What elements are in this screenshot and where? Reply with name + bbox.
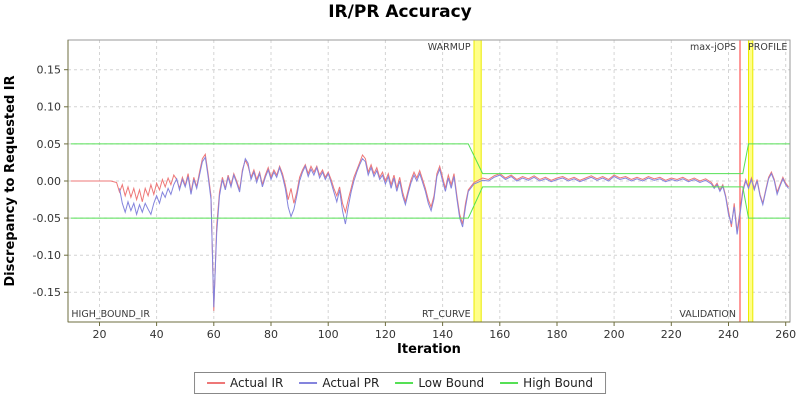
- svg-text:120: 120: [375, 328, 396, 341]
- svg-text:0.05: 0.05: [37, 138, 62, 151]
- svg-text:RT_CURVE: RT_CURVE: [422, 309, 471, 320]
- phase-annotations: WARMUP RT_CURVE max-jOPS VALIDATION PROFILE H…: [71, 42, 787, 320]
- series-actual-ir: [70, 152, 789, 311]
- svg-text:40: 40: [150, 328, 164, 341]
- gridlines: [68, 40, 790, 322]
- legend-item: High Bound: [500, 376, 593, 390]
- svg-text:80: 80: [264, 328, 278, 341]
- series-actual-pr: [119, 155, 789, 308]
- svg-text:100: 100: [318, 328, 339, 341]
- svg-text:180: 180: [547, 328, 568, 341]
- svg-text:140: 140: [432, 328, 453, 341]
- legend-item: Actual IR: [207, 376, 283, 390]
- legend: Actual IR Actual PR Low Bound High Bound: [194, 372, 606, 394]
- svg-text:VALIDATION: VALIDATION: [679, 309, 736, 320]
- legend-swatch-line: [500, 382, 519, 384]
- chart-svg: 20 40 60 80 100 120 140 160 180 200 220 240 2600.150…: [3, 39, 796, 357]
- svg-text:60: 60: [207, 328, 221, 341]
- legend-swatch-line: [395, 382, 414, 384]
- legend-label: Low Bound: [418, 376, 485, 390]
- svg-text:PROFILE: PROFILE: [748, 42, 787, 53]
- y-axis-ticks: 0.15 0.10 0.05 0.00 -0.05 -0.10 -0.15: [33, 64, 68, 299]
- legend-label: Actual IR: [230, 376, 284, 390]
- legend-swatch-line: [299, 382, 318, 384]
- svg-text:-0.15: -0.15: [33, 286, 61, 299]
- svg-text:20: 20: [93, 328, 107, 341]
- svg-text:220: 220: [661, 328, 682, 341]
- svg-text:0.15: 0.15: [37, 64, 62, 77]
- legend-item: Actual PR: [299, 376, 379, 390]
- svg-text:HIGH_BOUND_IR: HIGH_BOUND_IR: [71, 309, 150, 320]
- x-axis-ticks: 20 40 60 80 100 120 140 160 180 200 220 240 260: [93, 322, 796, 341]
- svg-text:-0.05: -0.05: [33, 212, 61, 225]
- chart-title: IR/PR Accuracy: [328, 2, 472, 22]
- svg-text:0.10: 0.10: [37, 101, 62, 114]
- y-axis-label: Discrepancy to Requested IR: [3, 75, 18, 286]
- plot-area: 20 40 60 80 100 120 140 160 180 200 220 240 260 0.15 0…: [0, 28, 800, 368]
- legend-swatch-line: [207, 382, 226, 384]
- svg-text:max-jOPS: max-jOPS: [690, 42, 736, 53]
- legend-label: High Bound: [523, 376, 593, 390]
- svg-text:200: 200: [604, 328, 625, 341]
- svg-text:260: 260: [775, 328, 796, 341]
- svg-text:240: 240: [718, 328, 739, 341]
- series-low-bound: [70, 186, 790, 219]
- svg-text:0.00: 0.00: [37, 175, 62, 188]
- svg-text:160: 160: [489, 328, 510, 341]
- svg-text:WARMUP: WARMUP: [428, 42, 471, 53]
- x-axis-label: Iteration: [397, 342, 461, 357]
- legend-label: Actual PR: [322, 376, 380, 390]
- svg-text:-0.10: -0.10: [33, 249, 61, 262]
- series-high-bound: [70, 143, 790, 175]
- legend-item: Low Bound: [395, 376, 484, 390]
